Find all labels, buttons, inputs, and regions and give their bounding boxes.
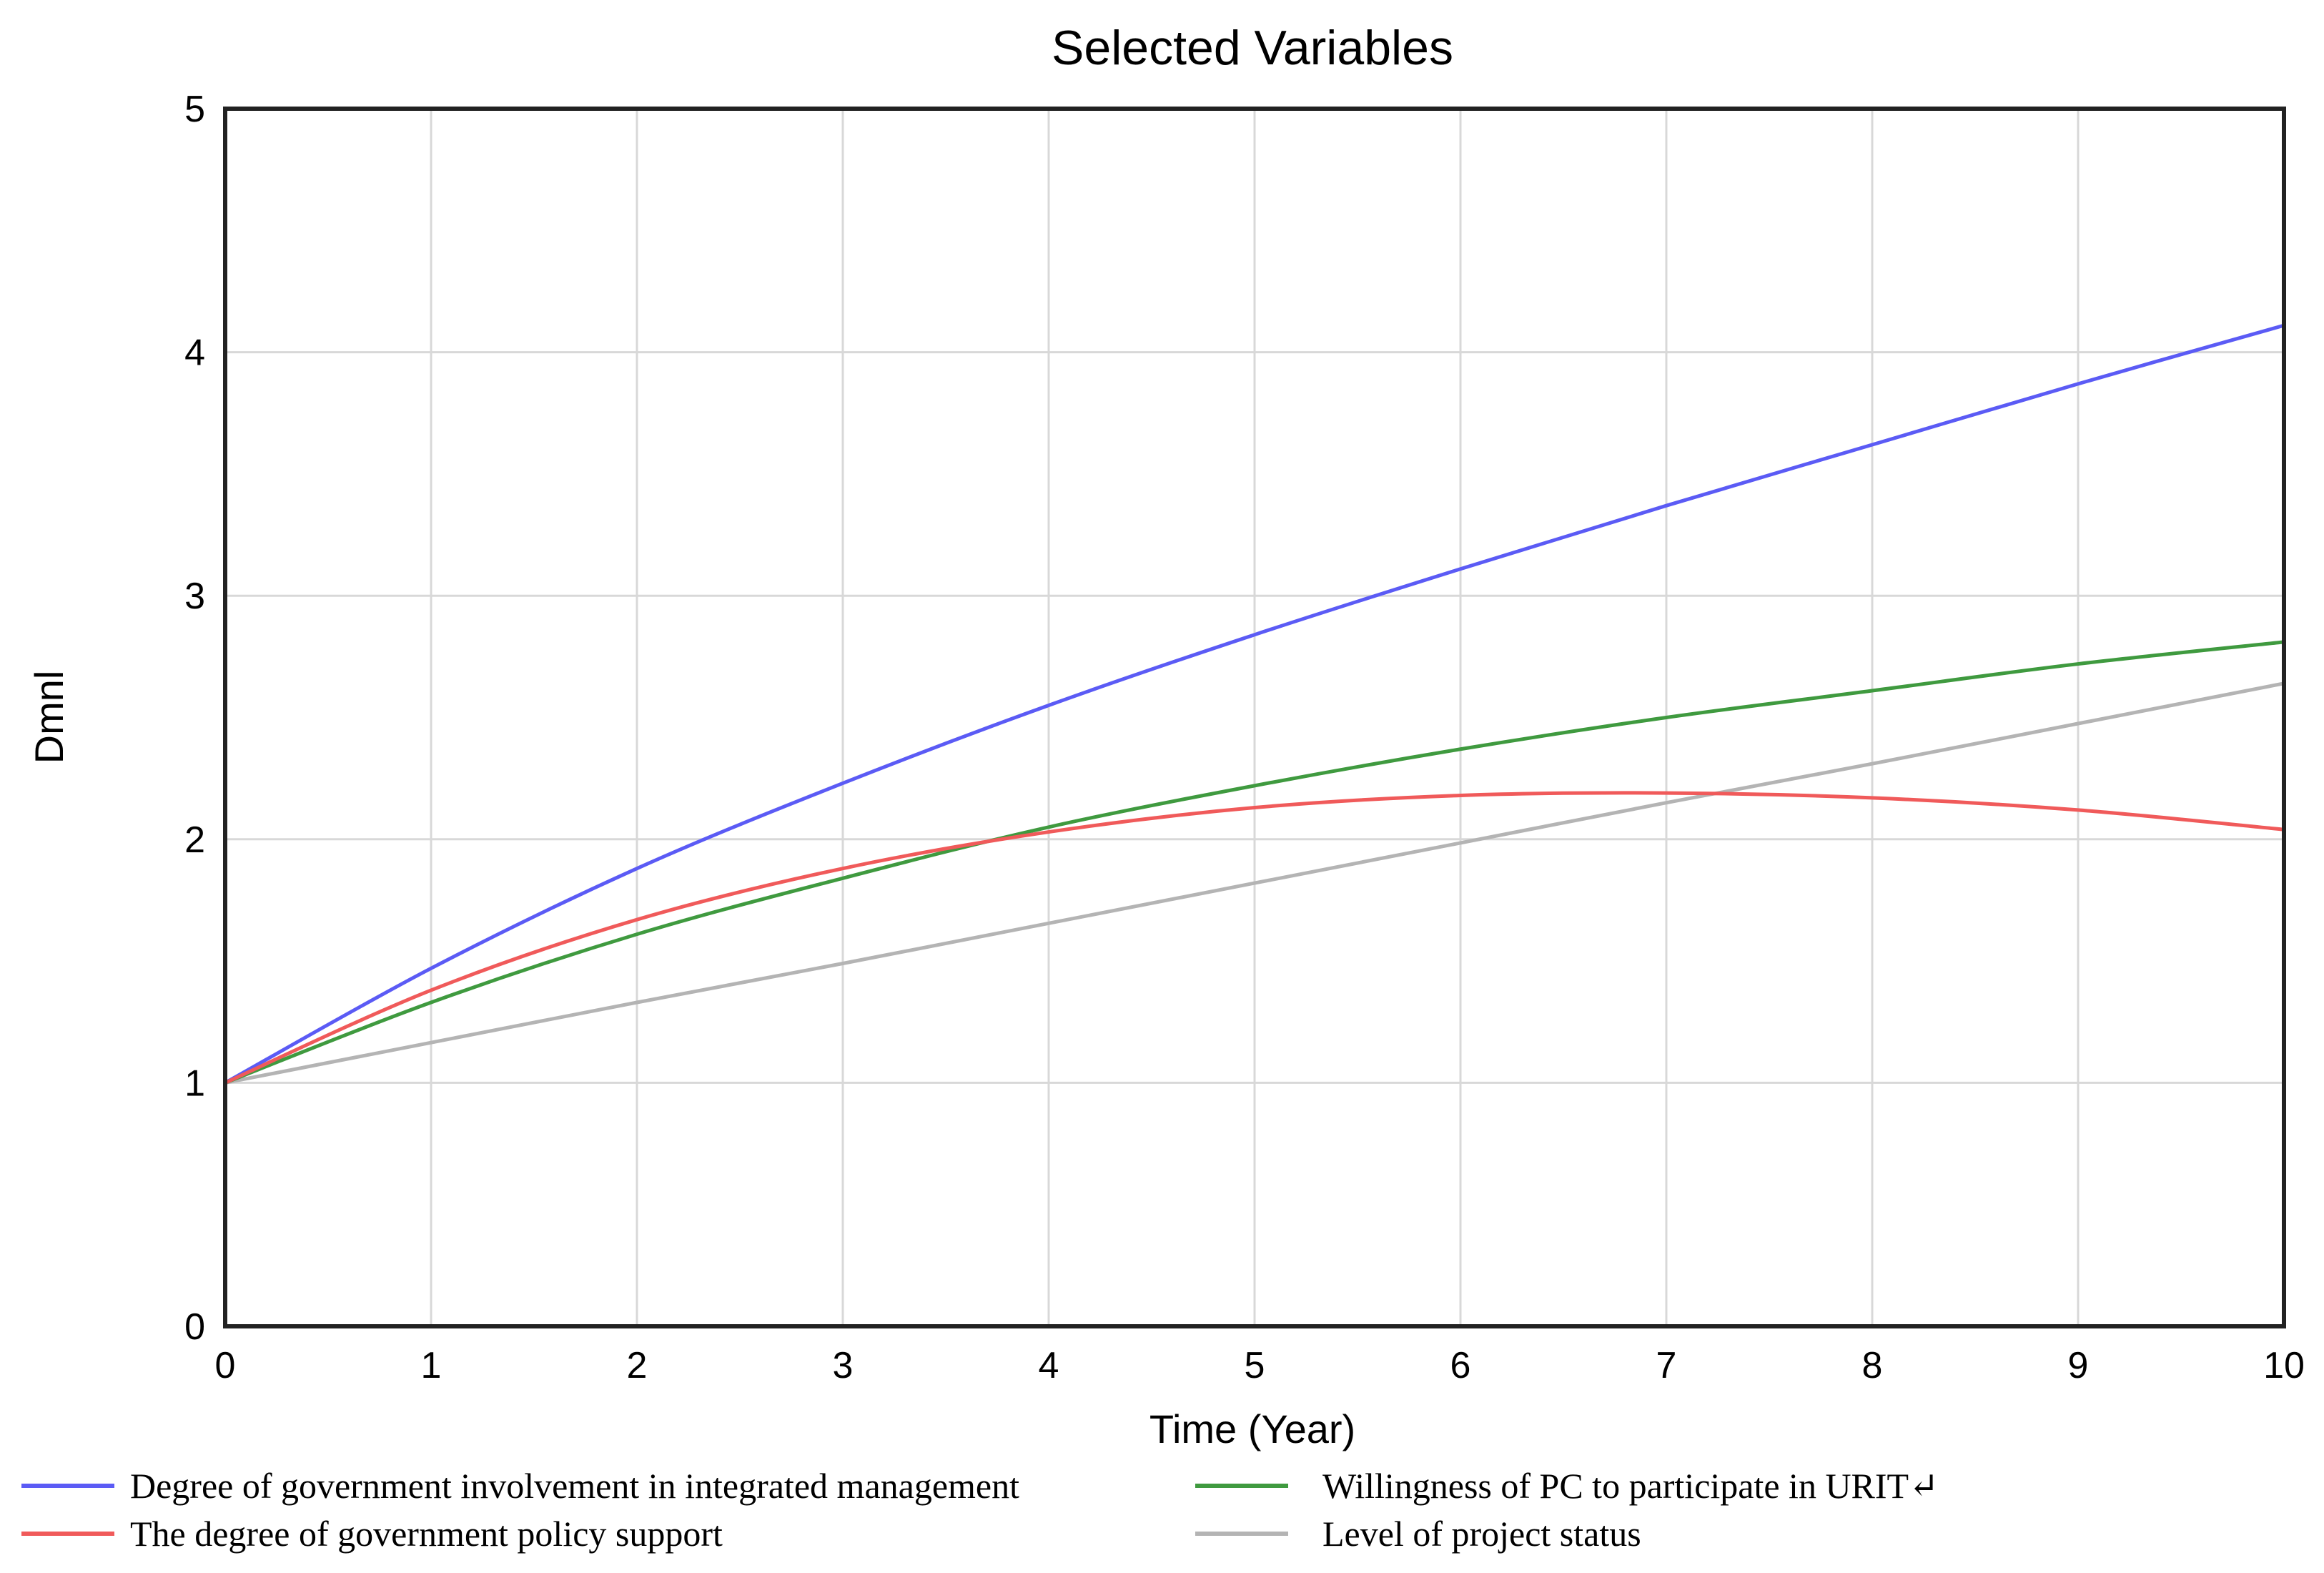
series-line-3 (224, 681, 2285, 1085)
y-tick-label: 2 (184, 819, 205, 861)
legend-label: Degree of government involvement in inte… (130, 1466, 1019, 1506)
x-tick-label: 5 (1245, 1345, 1265, 1386)
legend-label: The degree of government policy support (130, 1514, 723, 1554)
legend: Degree of government involvement in inte… (21, 1466, 1939, 1554)
y-tick-label: 4 (184, 332, 205, 374)
x-tick-label: 6 (1450, 1345, 1471, 1386)
series-line-2 (224, 791, 2285, 1085)
x-tick-label: 4 (1039, 1345, 1059, 1386)
x-tick-label: 0 (215, 1345, 236, 1386)
series-line-1 (224, 640, 2285, 1085)
legend-item-government-involvement: Degree of government involvement in inte… (21, 1466, 1019, 1506)
legend-item-project-status: Level of project status (1195, 1514, 1641, 1554)
x-tick-label: 1 (421, 1345, 442, 1386)
legend-item-pc-willingness: Willingness of PC to participate in URIT… (1195, 1466, 1939, 1506)
chart-title: Selected Variables (1052, 21, 1453, 75)
x-tick-label: 2 (627, 1345, 648, 1386)
x-tick-label: 7 (1656, 1345, 1677, 1386)
y-tick-label: 0 (184, 1306, 205, 1348)
x-tick-label: 9 (2068, 1345, 2089, 1386)
tick-labels: 0 1 2 3 4 5 6 7 8 9 10 0 1 2 3 4 5 (184, 89, 2305, 1386)
y-tick-label: 5 (184, 89, 205, 130)
legend-item-policy-support: The degree of government policy support (21, 1514, 723, 1554)
y-tick-label: 1 (184, 1062, 205, 1104)
series-line-0 (224, 323, 2285, 1085)
plot-frame (223, 107, 2286, 1328)
legend-label: Level of project status (1322, 1514, 1641, 1554)
grid (225, 109, 2284, 1326)
x-tick-label: 10 (2263, 1345, 2305, 1386)
x-tick-label: 8 (1862, 1345, 1883, 1386)
legend-label: Willingness of PC to participate in URIT… (1322, 1466, 1939, 1506)
series-lines (224, 323, 2285, 1085)
x-axis-label: Time (Year) (1149, 1406, 1355, 1451)
x-tick-label: 3 (833, 1345, 854, 1386)
y-tick-label: 3 (184, 576, 205, 617)
y-axis-label: Dmnl (26, 671, 71, 764)
